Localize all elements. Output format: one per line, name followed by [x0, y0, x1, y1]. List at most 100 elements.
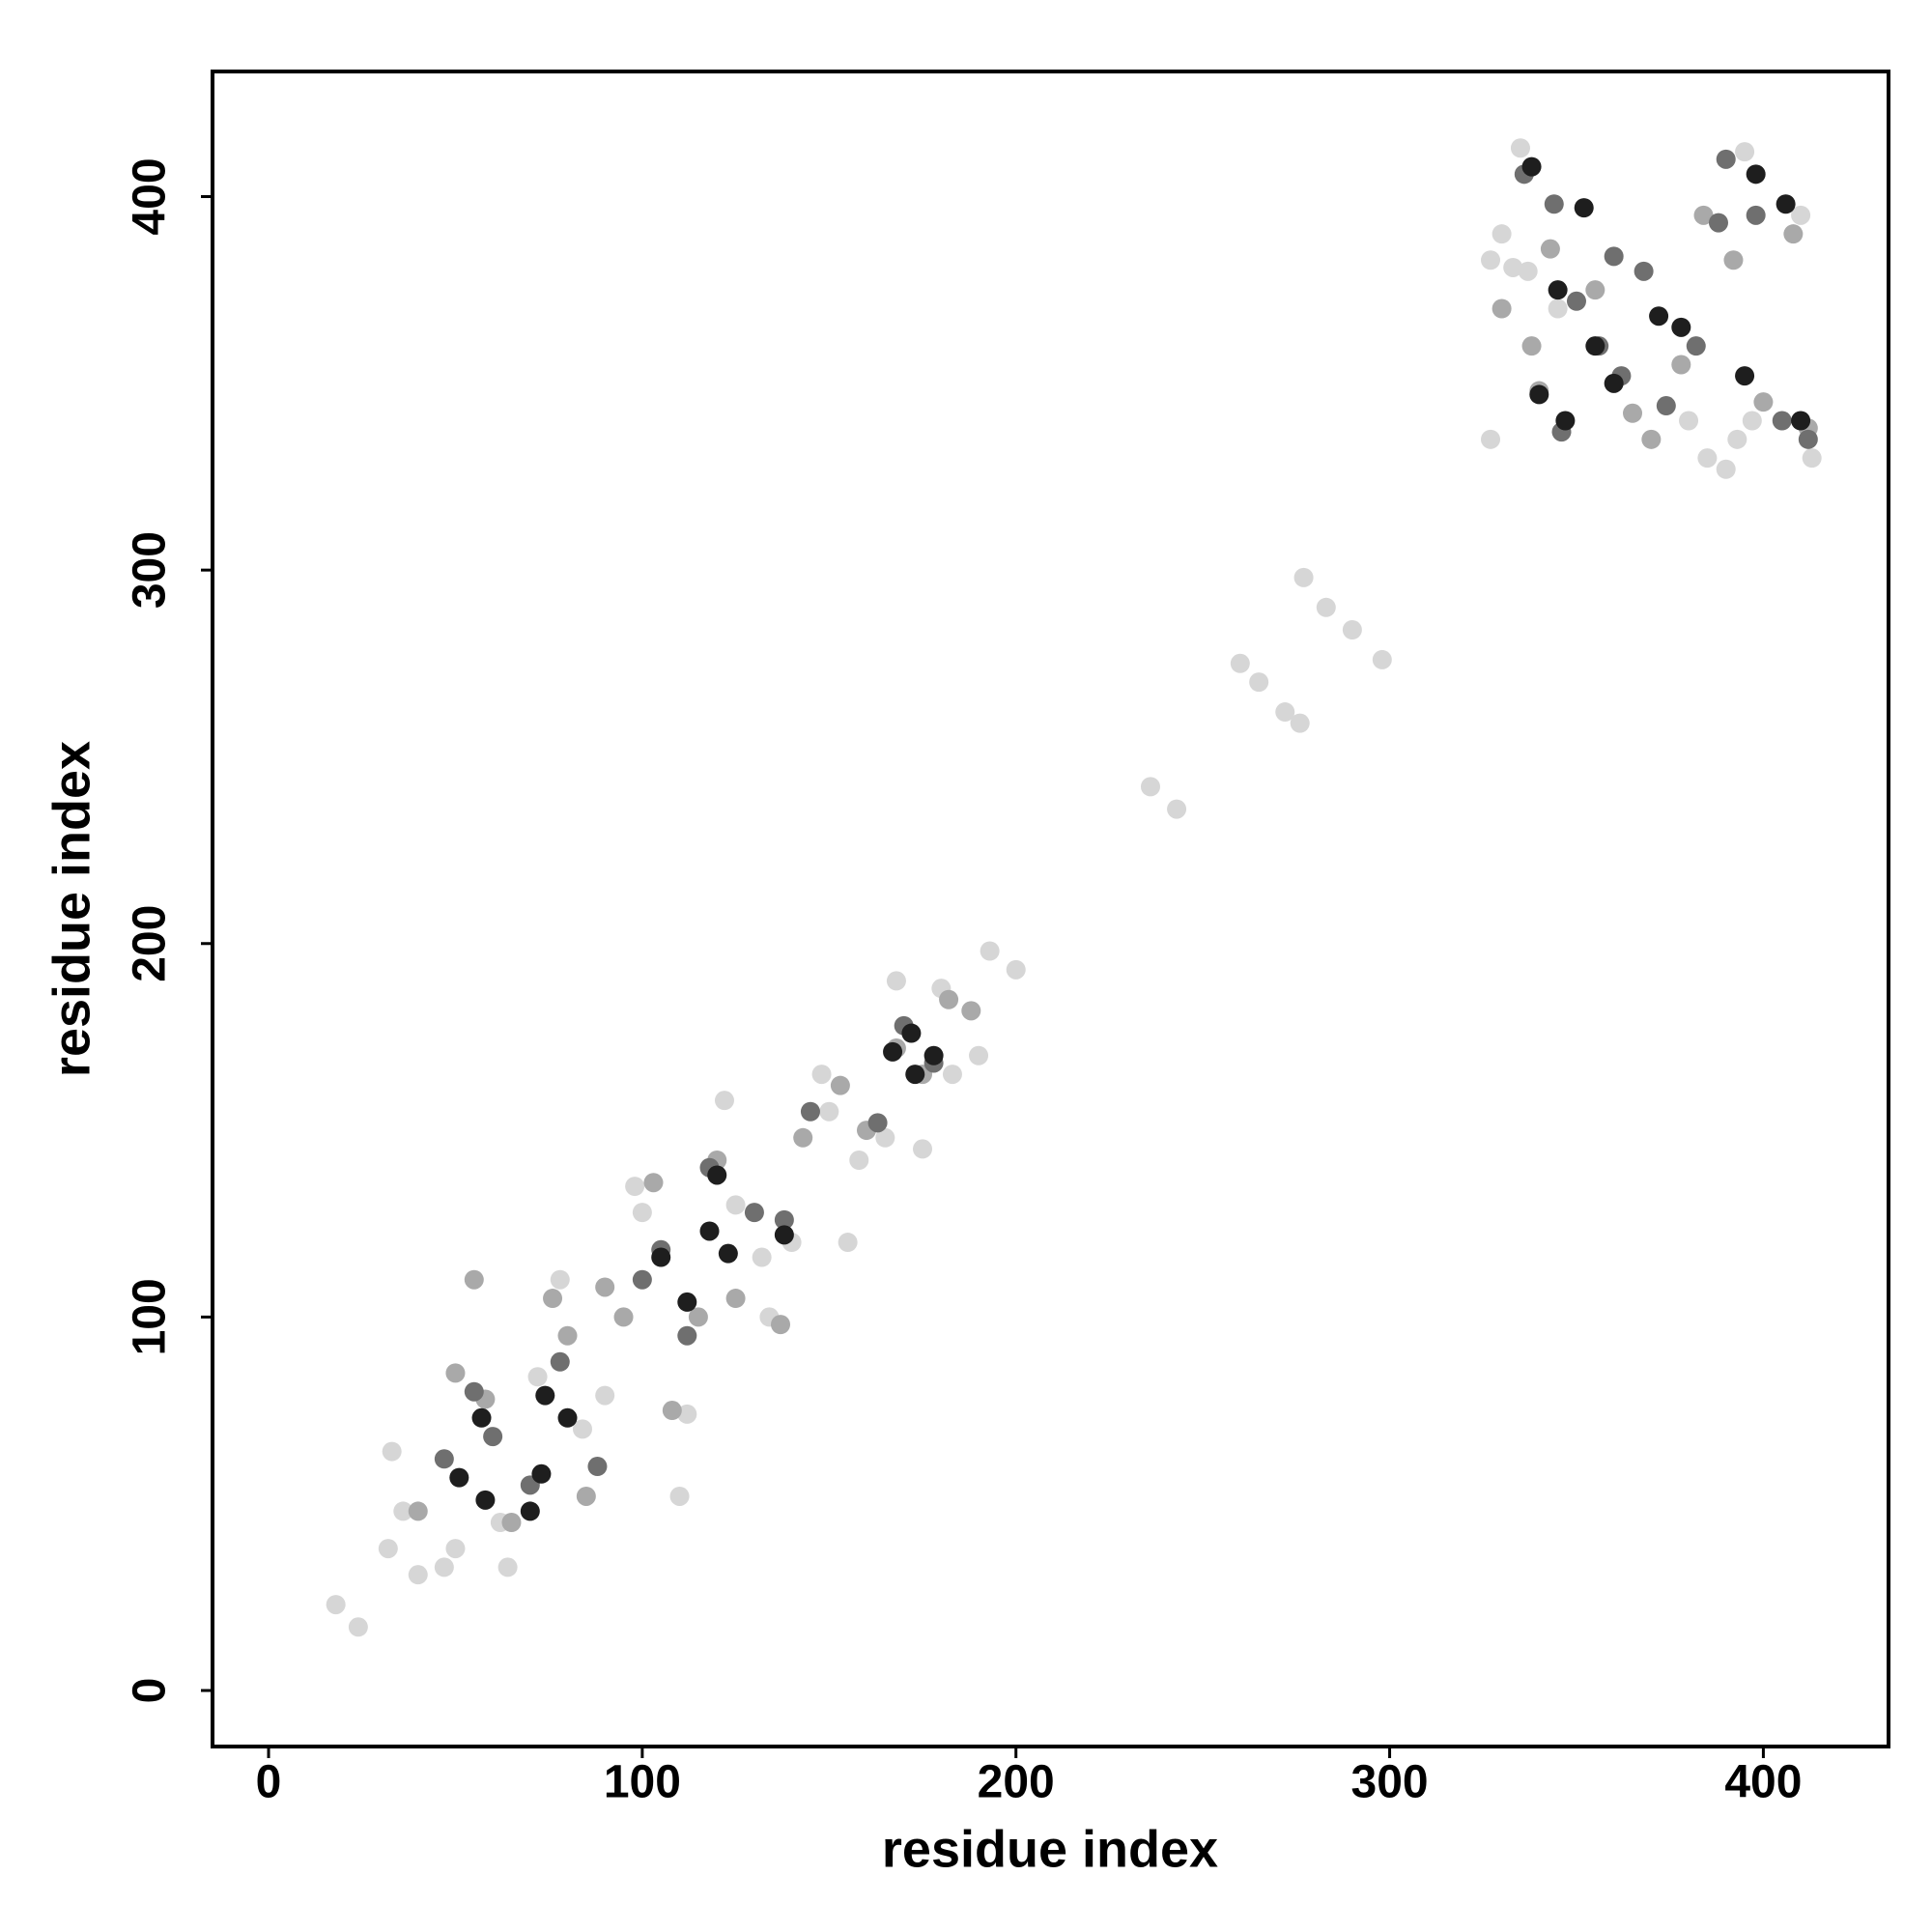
point	[923, 1045, 944, 1065]
point	[867, 1113, 888, 1133]
point	[348, 1617, 368, 1637]
point	[849, 1151, 869, 1171]
y-tick-label: 100	[125, 1278, 176, 1355]
point	[1548, 298, 1568, 319]
point	[901, 1023, 922, 1043]
point	[1623, 403, 1643, 423]
point	[886, 971, 906, 991]
point	[1230, 653, 1250, 673]
point	[714, 1091, 734, 1111]
point	[1604, 373, 1624, 393]
point	[1167, 799, 1187, 819]
point	[1481, 429, 1501, 449]
point	[1293, 567, 1314, 587]
point	[699, 1221, 720, 1241]
point	[1585, 336, 1605, 356]
point	[1649, 306, 1669, 327]
point	[1753, 392, 1774, 412]
point	[449, 1467, 469, 1488]
point	[1671, 317, 1691, 337]
point	[1481, 250, 1501, 270]
x-tick-label: 200	[978, 1757, 1055, 1808]
point	[800, 1101, 820, 1122]
point	[1746, 164, 1766, 185]
point	[595, 1277, 615, 1297]
point	[1727, 429, 1747, 449]
point	[1679, 411, 1699, 431]
point	[445, 1539, 466, 1559]
point	[1604, 246, 1624, 267]
point	[1521, 336, 1542, 356]
point	[527, 1367, 548, 1387]
point	[811, 1065, 832, 1085]
point	[980, 941, 1000, 961]
point	[471, 1407, 492, 1428]
point	[535, 1385, 555, 1406]
point	[1716, 459, 1736, 479]
x-tick-label: 400	[1724, 1757, 1802, 1808]
point	[662, 1401, 682, 1421]
point	[1716, 149, 1736, 169]
point	[725, 1195, 746, 1215]
point	[1634, 261, 1654, 281]
point	[434, 1449, 454, 1469]
point	[725, 1289, 746, 1309]
point	[771, 1315, 791, 1335]
point	[830, 1075, 850, 1095]
point	[905, 1065, 925, 1085]
point	[1693, 205, 1714, 225]
point	[1316, 597, 1336, 617]
point	[677, 1404, 697, 1424]
point	[501, 1513, 522, 1533]
point	[613, 1307, 634, 1327]
point	[1574, 198, 1594, 218]
point	[718, 1243, 738, 1264]
point	[819, 1101, 839, 1122]
point	[1510, 138, 1530, 158]
point	[1540, 239, 1560, 259]
point	[576, 1486, 596, 1506]
point	[752, 1247, 772, 1267]
point	[1686, 336, 1706, 356]
point	[1372, 649, 1392, 669]
point	[445, 1363, 466, 1383]
point	[550, 1351, 570, 1372]
point	[677, 1325, 697, 1346]
point	[1742, 411, 1762, 431]
plot-frame	[211, 70, 1890, 1748]
point	[550, 1269, 570, 1290]
point	[883, 1041, 903, 1062]
point	[1006, 959, 1026, 980]
y-tick-label: 200	[125, 905, 176, 982]
point	[1723, 250, 1744, 270]
point	[1798, 429, 1818, 449]
point	[1641, 429, 1662, 449]
point	[1791, 411, 1811, 431]
point	[1735, 142, 1755, 162]
point	[625, 1177, 645, 1197]
point	[744, 1203, 764, 1223]
point	[326, 1595, 346, 1615]
point	[1492, 224, 1512, 244]
point	[1585, 280, 1605, 300]
point	[669, 1486, 690, 1506]
point	[838, 1233, 858, 1253]
point	[382, 1441, 402, 1462]
point	[543, 1289, 563, 1309]
point	[434, 1557, 454, 1577]
point	[1791, 205, 1811, 225]
point	[1290, 713, 1310, 733]
point	[1529, 384, 1549, 405]
point	[643, 1173, 664, 1193]
y-tick-label: 0	[125, 1678, 176, 1704]
point	[497, 1557, 518, 1577]
point	[1802, 448, 1822, 469]
point	[1772, 411, 1792, 431]
x-axis-title: residue index	[882, 1820, 1218, 1878]
x-tick-label: 300	[1351, 1757, 1429, 1808]
point	[961, 1001, 981, 1021]
point	[1140, 777, 1160, 797]
point	[1555, 411, 1576, 431]
point	[875, 1127, 895, 1148]
